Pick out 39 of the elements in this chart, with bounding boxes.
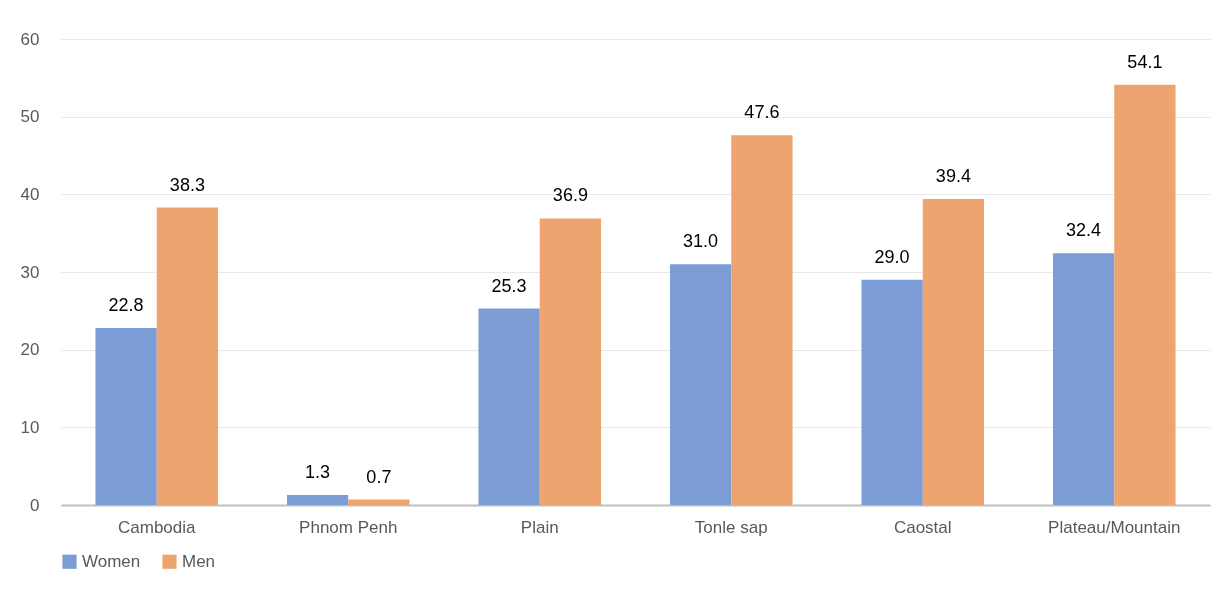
data-label: 25.3 xyxy=(491,275,527,296)
y-tick-label: 10 xyxy=(20,417,40,437)
data-label: 1.3 xyxy=(305,461,331,482)
y-tick-label: 40 xyxy=(20,184,40,204)
data-label: 47.6 xyxy=(744,102,780,123)
legend-label: Men xyxy=(182,551,216,571)
data-label: 32.4 xyxy=(1066,220,1102,241)
y-tick-label: 0 xyxy=(30,495,40,515)
bar xyxy=(95,327,157,505)
x-tick-label: Tonle sap xyxy=(694,517,768,537)
x-tick-label: Caostal xyxy=(893,517,952,537)
data-label: 39.4 xyxy=(935,165,971,186)
legend-label: Women xyxy=(82,551,141,571)
data-label: 31.0 xyxy=(683,231,719,252)
bar xyxy=(922,198,985,505)
y-tick-label: 20 xyxy=(20,340,40,360)
bar xyxy=(478,308,540,505)
y-tick-label: 30 xyxy=(20,262,40,282)
bar xyxy=(286,494,349,505)
x-tick-label: Phnom Penh xyxy=(299,517,398,537)
data-label: 0.7 xyxy=(366,466,392,487)
bar xyxy=(1114,84,1176,505)
bar xyxy=(731,135,793,505)
data-label: 22.8 xyxy=(108,294,144,315)
bar xyxy=(348,499,410,505)
bar xyxy=(861,279,923,505)
bar xyxy=(156,207,219,505)
x-tick-label: Cambodia xyxy=(118,517,197,537)
x-tick-label: Plain xyxy=(520,517,559,537)
data-label: 36.9 xyxy=(552,185,588,206)
x-tick-label: Plateau/Mountain xyxy=(1048,517,1181,537)
data-label: 29.0 xyxy=(874,246,910,267)
bar xyxy=(1052,253,1115,505)
y-tick-label: 50 xyxy=(20,107,40,127)
data-label: 38.3 xyxy=(169,174,205,195)
y-tick-label: 60 xyxy=(20,29,40,49)
bar xyxy=(669,264,732,505)
data-label: 54.1 xyxy=(1127,51,1163,72)
bar xyxy=(539,218,602,505)
